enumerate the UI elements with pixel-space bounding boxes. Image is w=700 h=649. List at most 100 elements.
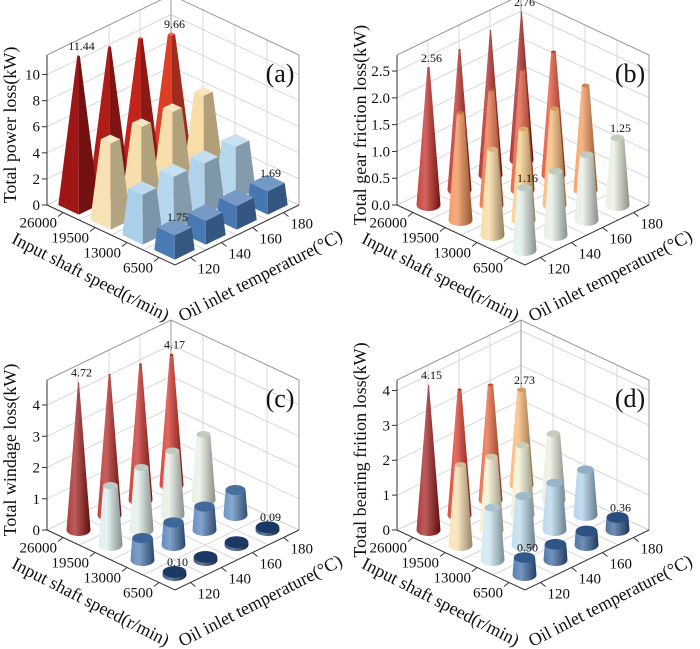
temperature-tick-label: 180 — [291, 217, 314, 233]
bar — [193, 550, 218, 566]
bar — [191, 430, 216, 506]
speed-tick-label: 19500 — [402, 231, 440, 247]
bar-body — [574, 531, 599, 551]
speed-tick-label: 13000 — [84, 246, 122, 262]
temperature-tick — [602, 552, 608, 557]
bar-body — [192, 506, 217, 536]
value-label: 1.75 — [167, 210, 188, 224]
temperature-tick — [252, 552, 258, 557]
speed-tick-label: 19500 — [52, 231, 90, 247]
box-edge — [396, 319, 650, 381]
bar-face-right — [110, 139, 131, 230]
panel-label: (d) — [615, 384, 645, 413]
bar-top — [485, 453, 498, 460]
bar — [543, 167, 568, 241]
bar — [162, 565, 187, 581]
temperature-tick-label: 140 — [229, 247, 252, 263]
value-label: 2.76 — [514, 0, 535, 9]
z-tick-label: 4 — [33, 146, 41, 162]
bar-top — [487, 146, 498, 152]
speed-tick-label: 19500 — [52, 556, 90, 572]
z-tick-label: 1.5 — [371, 118, 390, 134]
temperature-tick — [190, 257, 196, 262]
bar-top — [610, 134, 625, 142]
bar-body — [573, 469, 598, 521]
bar-top — [548, 167, 563, 175]
temperature-tick — [190, 582, 196, 587]
bar — [90, 134, 131, 230]
speed-tick-label: 26000 — [370, 541, 408, 557]
bar — [416, 384, 441, 536]
value-label: 2.73 — [514, 373, 535, 387]
z-tick-label: 1 — [33, 492, 41, 508]
box-edge — [46, 319, 300, 381]
speed-tick — [57, 212, 64, 217]
box-edge — [396, 0, 650, 56]
bar-body — [191, 434, 216, 506]
bar-top — [108, 373, 111, 375]
bar — [66, 382, 91, 536]
bar — [573, 465, 598, 521]
speed-axis-title: Input shaft speed(r/min) — [8, 228, 173, 326]
bar-top — [544, 538, 567, 550]
z-tick-label: 0 — [383, 523, 391, 539]
bar-body — [129, 467, 154, 536]
bar-body — [542, 482, 567, 536]
temperature-tick-label: 160 — [260, 557, 283, 573]
bars — [416, 383, 630, 581]
bar — [605, 511, 630, 536]
temperature-tick-label: 140 — [229, 572, 252, 588]
temperature-tick-label: 180 — [291, 542, 314, 558]
temperature-tick-label: 120 — [548, 587, 571, 603]
z-tick-label: 0.5 — [371, 171, 390, 187]
floor-axis-line — [396, 204, 650, 266]
bar — [480, 146, 505, 241]
value-label: 4.17 — [164, 338, 185, 352]
bar-top — [516, 442, 529, 449]
bar — [542, 478, 567, 536]
value-label: 0.36 — [610, 500, 631, 514]
value-label: 9.66 — [164, 17, 185, 31]
value-label: 11.44 — [68, 39, 95, 53]
bar-top — [551, 50, 556, 53]
speed-tick-label: 6500 — [473, 261, 503, 277]
bar-top — [521, 11, 522, 13]
bar-top — [194, 87, 213, 96]
bar — [448, 111, 473, 226]
temperature-tick-label: 120 — [198, 587, 221, 603]
bar-top — [100, 134, 121, 144]
bar — [512, 552, 537, 581]
speed-tick — [121, 567, 128, 572]
speed-tick — [503, 257, 510, 262]
value-label: 4.15 — [421, 368, 442, 382]
bar-body — [480, 149, 505, 241]
bar — [130, 532, 155, 566]
z-tick-label: 8 — [33, 94, 41, 110]
speed-tick-label: 13000 — [434, 246, 472, 262]
bar-body — [512, 187, 537, 256]
temperature-tick — [283, 537, 289, 542]
bar-top — [134, 463, 149, 472]
bar-top — [550, 106, 559, 111]
bar — [160, 447, 185, 521]
z-tick-label: 2 — [383, 453, 391, 469]
bar — [58, 55, 99, 215]
bars — [66, 353, 280, 581]
bar-top — [517, 387, 526, 392]
bar-body — [512, 557, 537, 581]
z-tick-label: 1.0 — [371, 144, 390, 160]
bar-top — [428, 384, 429, 386]
bar-top — [519, 68, 526, 71]
bar-body — [161, 522, 186, 551]
temperature-tick — [540, 582, 546, 587]
speed-tick-label: 13000 — [434, 571, 472, 587]
speed-tick — [153, 582, 160, 587]
bars — [58, 32, 288, 260]
bar-face-right — [174, 227, 195, 260]
temperature-tick-label: 160 — [260, 232, 283, 248]
bar-top — [488, 88, 495, 92]
bar-body — [416, 67, 441, 211]
value-label: 0.50 — [517, 541, 538, 555]
